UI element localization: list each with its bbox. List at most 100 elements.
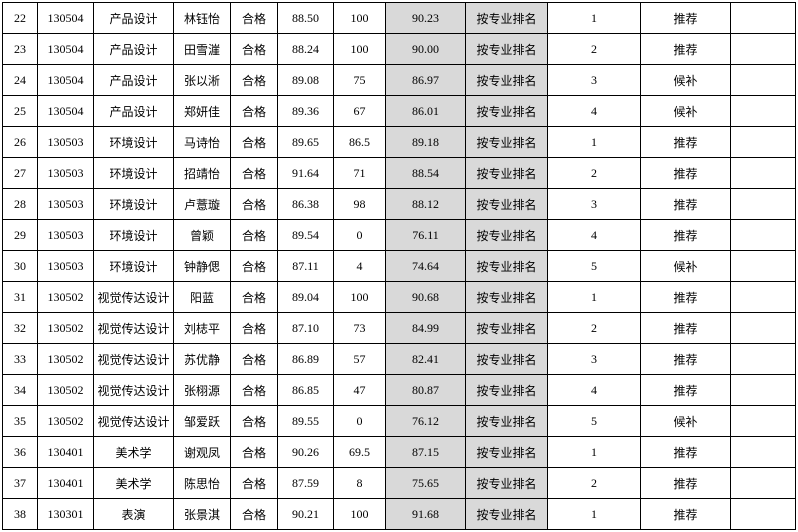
cell-composite-score: 84.99: [385, 312, 466, 344]
cell-score-b: 100: [333, 281, 386, 313]
cell-score-a: 86.38: [277, 188, 334, 220]
cell-score-a: 86.89: [277, 343, 334, 375]
cell-composite-score: 88.12: [385, 188, 466, 220]
cell-composite-score: 74.64: [385, 250, 466, 282]
cell-rank: 3: [547, 343, 641, 375]
cell-ranking-method: 按专业排名: [465, 126, 548, 158]
cell-note: [730, 436, 796, 468]
cell-major-name: 美术学: [93, 467, 174, 499]
cell-note: [730, 498, 796, 530]
cell-score-a: 89.54: [277, 219, 334, 251]
cell-recommendation: 推荐: [640, 343, 731, 375]
cell-major-name: 环境设计: [93, 157, 174, 189]
cell-score-b: 47: [333, 374, 386, 406]
table-row: 33 130502 视觉传达设计 苏优静 合格 86.89 57 82.41 按专业排名 3 推荐: [2, 343, 796, 375]
table-row: 22 130504 产品设计 林钰怡 合格 88.50 100 90.23 按专业排名 1 推荐: [2, 2, 796, 34]
cell-rank: 1: [547, 2, 641, 34]
cell-major-name: 环境设计: [93, 126, 174, 158]
cell-score-b: 8: [333, 467, 386, 499]
cell-recommendation: 推荐: [640, 157, 731, 189]
cell-rank: 2: [547, 33, 641, 65]
cell-ranking-method: 按专业排名: [465, 312, 548, 344]
cell-row-no: 33: [2, 343, 38, 375]
cell-student-name: 田雪漄: [173, 33, 231, 65]
cell-ranking-method: 按专业排名: [465, 343, 548, 375]
cell-composite-score: 90.00: [385, 33, 466, 65]
cell-qualified-status: 合格: [230, 64, 278, 96]
cell-ranking-method: 按专业排名: [465, 498, 548, 530]
cell-major-code: 130503: [37, 188, 94, 220]
cell-row-no: 38: [2, 498, 38, 530]
cell-major-name: 产品设计: [93, 64, 174, 96]
cell-student-name: 林钰怡: [173, 2, 231, 34]
table-row: 35 130502 视觉传达设计 邹爱跃 合格 89.55 0 76.12 按专业排名 5 候补: [2, 405, 796, 437]
cell-recommendation: 候补: [640, 64, 731, 96]
cell-rank: 1: [547, 498, 641, 530]
cell-qualified-status: 合格: [230, 2, 278, 34]
cell-ranking-method: 按专业排名: [465, 467, 548, 499]
cell-score-a: 88.50: [277, 2, 334, 34]
cell-student-name: 邹爱跃: [173, 405, 231, 437]
table-row: 31 130502 视觉传达设计 阳蓝 合格 89.04 100 90.68 按专业排名 1 推荐: [2, 281, 796, 313]
cell-ranking-method: 按专业排名: [465, 405, 548, 437]
cell-rank: 2: [547, 312, 641, 344]
cell-score-b: 71: [333, 157, 386, 189]
cell-student-name: 陈思怡: [173, 467, 231, 499]
cell-score-a: 87.59: [277, 467, 334, 499]
cell-major-name: 环境设计: [93, 250, 174, 282]
cell-ranking-method: 按专业排名: [465, 64, 548, 96]
cell-qualified-status: 合格: [230, 343, 278, 375]
cell-major-name: 环境设计: [93, 188, 174, 220]
cell-score-a: 87.11: [277, 250, 334, 282]
cell-composite-score: 76.12: [385, 405, 466, 437]
cell-student-name: 招靖怡: [173, 157, 231, 189]
cell-major-name: 视觉传达设计: [93, 312, 174, 344]
cell-score-a: 89.04: [277, 281, 334, 313]
cell-note: [730, 219, 796, 251]
cell-major-code: 130502: [37, 405, 94, 437]
cell-rank: 3: [547, 64, 641, 96]
cell-composite-score: 82.41: [385, 343, 466, 375]
cell-major-name: 美术学: [93, 436, 174, 468]
cell-score-a: 88.24: [277, 33, 334, 65]
cell-row-no: 36: [2, 436, 38, 468]
cell-ranking-method: 按专业排名: [465, 95, 548, 127]
table-row: 27 130503 环境设计 招靖怡 合格 91.64 71 88.54 按专业排名 2 推荐: [2, 157, 796, 189]
cell-major-name: 表演: [93, 498, 174, 530]
cell-ranking-method: 按专业排名: [465, 2, 548, 34]
cell-qualified-status: 合格: [230, 188, 278, 220]
cell-composite-score: 75.65: [385, 467, 466, 499]
cell-major-code: 130503: [37, 219, 94, 251]
cell-rank: 5: [547, 250, 641, 282]
cell-major-name: 产品设计: [93, 33, 174, 65]
cell-student-name: 曾颖: [173, 219, 231, 251]
cell-composite-score: 91.68: [385, 498, 466, 530]
cell-composite-score: 86.97: [385, 64, 466, 96]
cell-student-name: 钟静偲: [173, 250, 231, 282]
cell-rank: 3: [547, 188, 641, 220]
cell-note: [730, 126, 796, 158]
cell-score-a: 89.36: [277, 95, 334, 127]
cell-ranking-method: 按专业排名: [465, 436, 548, 468]
cell-qualified-status: 合格: [230, 467, 278, 499]
cell-score-b: 100: [333, 498, 386, 530]
cell-qualified-status: 合格: [230, 281, 278, 313]
cell-ranking-method: 按专业排名: [465, 157, 548, 189]
table-row: 29 130503 环境设计 曾颖 合格 89.54 0 76.11 按专业排名 4 推荐: [2, 219, 796, 251]
cell-student-name: 刘梽平: [173, 312, 231, 344]
cell-row-no: 28: [2, 188, 38, 220]
table-row: 24 130504 产品设计 张以淅 合格 89.08 75 86.97 按专业排名 3 候补: [2, 64, 796, 96]
cell-qualified-status: 合格: [230, 312, 278, 344]
cell-major-code: 130502: [37, 281, 94, 313]
cell-note: [730, 343, 796, 375]
cell-qualified-status: 合格: [230, 126, 278, 158]
cell-ranking-method: 按专业排名: [465, 33, 548, 65]
cell-major-name: 视觉传达设计: [93, 343, 174, 375]
table-row: 26 130503 环境设计 马诗怡 合格 89.65 86.5 89.18 按专业排名 1 推荐: [2, 126, 796, 158]
cell-qualified-status: 合格: [230, 157, 278, 189]
cell-note: [730, 64, 796, 96]
cell-score-b: 0: [333, 405, 386, 437]
cell-major-code: 130502: [37, 343, 94, 375]
